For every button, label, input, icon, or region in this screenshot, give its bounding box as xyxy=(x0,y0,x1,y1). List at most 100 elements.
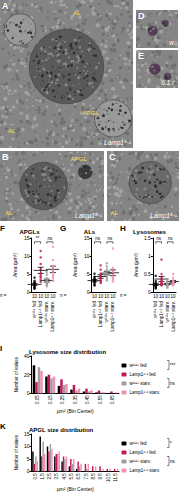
svg-text:E: E xyxy=(138,51,144,61)
svg-text:8.5: 8.5 xyxy=(91,473,96,480)
svg-text:Lamp1⁶·¹: Lamp1⁶·¹ xyxy=(150,212,178,220)
svg-text:10.5: 10.5 xyxy=(106,473,111,482)
svg-text:n =: n = xyxy=(60,293,67,298)
svg-text:20: 20 xyxy=(24,372,30,378)
svg-text:ns: ns xyxy=(95,236,101,241)
svg-text:APGLs: APGLs xyxy=(19,229,40,235)
svg-text:1.5: 1.5 xyxy=(144,235,151,241)
svg-text:10: 10 xyxy=(171,294,177,299)
svg-text:Lamp1⁶·¹: Lamp1⁶·¹ xyxy=(75,212,103,220)
svg-text:w¹¹¹⁸ starv.: w¹¹¹⁸ starv. xyxy=(165,301,170,323)
svg-text:0: 0 xyxy=(148,289,151,295)
svg-text:AL: AL xyxy=(73,10,81,16)
svg-text:0.65: 0.65 xyxy=(110,395,115,404)
svg-text:3.5: 3.5 xyxy=(54,473,59,480)
svg-text:Lamp1⁶·¹ starv.: Lamp1⁶·¹ starv. xyxy=(110,301,115,332)
svg-text:10: 10 xyxy=(84,253,90,259)
svg-text:A: A xyxy=(2,1,9,11)
svg-text:***: *** xyxy=(170,363,176,368)
svg-text:w¹¹¹⁸ fed: w¹¹¹⁸ fed xyxy=(129,441,147,446)
svg-text:0.25: 0.25 xyxy=(60,395,65,404)
svg-text:K: K xyxy=(0,422,6,431)
svg-text:9.5: 9.5 xyxy=(98,473,103,480)
svg-text:w¹¹¹⁸ starv.: w¹¹¹⁸ starv. xyxy=(44,301,49,323)
svg-text:Lamp1⁶·¹ fed: Lamp1⁶·¹ fed xyxy=(159,301,164,328)
svg-text:Lamp1⁶·¹ fed: Lamp1⁶·¹ fed xyxy=(98,301,103,328)
svg-text:11.5: 11.5 xyxy=(113,473,118,482)
svg-text:B: B xyxy=(2,152,9,162)
svg-text:n =: n = xyxy=(120,293,127,298)
svg-text:Area (µm²): Area (µm²) xyxy=(72,253,78,277)
svg-text:6.1⁻/⁻: 6.1⁻/⁻ xyxy=(161,79,177,86)
svg-text:G: G xyxy=(60,224,66,233)
svg-text:0: 0 xyxy=(27,390,30,396)
svg-text:Lamp1⁶·¹ starv.: Lamp1⁶·¹ starv. xyxy=(129,390,160,395)
svg-text:n =: n = xyxy=(0,293,7,298)
svg-text:0.35: 0.35 xyxy=(73,395,78,404)
svg-text:w¹¹¹⁸ fed: w¹¹¹⁸ fed xyxy=(32,301,37,319)
svg-text:5: 5 xyxy=(27,456,30,462)
svg-text:Lamp1⁶·¹ fed: Lamp1⁶·¹ fed xyxy=(38,301,43,328)
svg-text:10: 10 xyxy=(44,294,50,299)
svg-text:µm² (Bin Center): µm² (Bin Center) xyxy=(57,486,94,492)
svg-text:5.5: 5.5 xyxy=(69,473,74,480)
svg-text:ns: ns xyxy=(170,459,176,464)
svg-text:10: 10 xyxy=(50,294,56,299)
svg-text:10: 10 xyxy=(98,294,104,299)
svg-text:Lamp1⁶·¹ starv.: Lamp1⁶·¹ starv. xyxy=(50,301,55,332)
svg-text:AL: AL xyxy=(5,210,13,216)
svg-text:15: 15 xyxy=(24,235,30,241)
svg-text:I: I xyxy=(0,344,2,353)
svg-text:0: 0 xyxy=(87,289,90,295)
svg-text:Number of values: Number of values xyxy=(14,356,19,392)
svg-text:0.15: 0.15 xyxy=(48,395,53,404)
svg-text:10: 10 xyxy=(104,294,110,299)
svg-text:Lysosomes: Lysosomes xyxy=(133,229,166,235)
svg-text:w¹¹¹⁸ fed: w¹¹¹⁸ fed xyxy=(129,363,147,368)
svg-text:0.45: 0.45 xyxy=(85,395,90,404)
svg-text:10: 10 xyxy=(92,294,98,299)
svg-text:w¹¹¹⁸ fed: w¹¹¹⁸ fed xyxy=(153,301,158,319)
svg-text:C: C xyxy=(109,152,116,162)
svg-text:Area (µm²): Area (µm²) xyxy=(133,253,139,277)
svg-text:6.5: 6.5 xyxy=(76,473,81,480)
svg-text:w¹¹¹⁸ starv.: w¹¹¹⁸ starv. xyxy=(129,381,151,386)
svg-text:15: 15 xyxy=(84,235,90,241)
svg-text:2.5: 2.5 xyxy=(47,473,52,480)
svg-text:ns: ns xyxy=(156,236,162,241)
svg-text:w¹¹¹⁸ starv.: w¹¹¹⁸ starv. xyxy=(104,301,109,323)
svg-text:10: 10 xyxy=(165,294,171,299)
svg-text:Lamp1⁶·¹ starv.: Lamp1⁶·¹ starv. xyxy=(129,468,160,473)
svg-text:D: D xyxy=(138,11,145,21)
svg-text:5: 5 xyxy=(87,271,90,277)
svg-text:Area (µm²): Area (µm²) xyxy=(12,253,18,277)
svg-text:ns: ns xyxy=(170,381,176,386)
svg-text:0: 0 xyxy=(27,468,30,474)
svg-text:APGL: APGL xyxy=(71,156,88,162)
svg-text:0.5: 0.5 xyxy=(33,473,38,480)
svg-text:ns: ns xyxy=(47,236,53,241)
svg-text:10: 10 xyxy=(159,294,165,299)
svg-text:Lamp1⁶·¹: Lamp1⁶·¹ xyxy=(104,139,132,147)
svg-text:10: 10 xyxy=(32,294,38,299)
svg-text:ALs: ALs xyxy=(84,229,96,235)
svg-text:ns: ns xyxy=(168,236,174,241)
svg-text:µm² (Bin Center): µm² (Bin Center) xyxy=(57,408,94,414)
svg-text:w⁻: w⁻ xyxy=(169,39,177,46)
svg-text:4.5: 4.5 xyxy=(62,473,67,480)
svg-text:Lysosome size distribution: Lysosome size distribution xyxy=(29,349,106,355)
svg-text:APGL size distribution: APGL size distribution xyxy=(29,427,94,433)
svg-text:ns: ns xyxy=(107,236,113,241)
svg-text:AL: AL xyxy=(111,210,119,216)
svg-text:w¹¹¹⁸ fed: w¹¹¹⁸ fed xyxy=(92,301,97,319)
svg-text:0.5: 0.5 xyxy=(144,271,151,277)
svg-text:**: ** xyxy=(36,236,40,241)
svg-text:H: H xyxy=(120,224,126,233)
svg-text:0.55: 0.55 xyxy=(98,395,103,404)
svg-text:0.05: 0.05 xyxy=(35,395,40,404)
svg-text:Lamp1⁶·¹ fed: Lamp1⁶·¹ fed xyxy=(129,372,156,377)
svg-text:*: * xyxy=(170,441,172,446)
svg-text:F: F xyxy=(0,224,5,233)
svg-text:7.5: 7.5 xyxy=(84,473,89,480)
svg-text:1: 1 xyxy=(148,253,151,259)
